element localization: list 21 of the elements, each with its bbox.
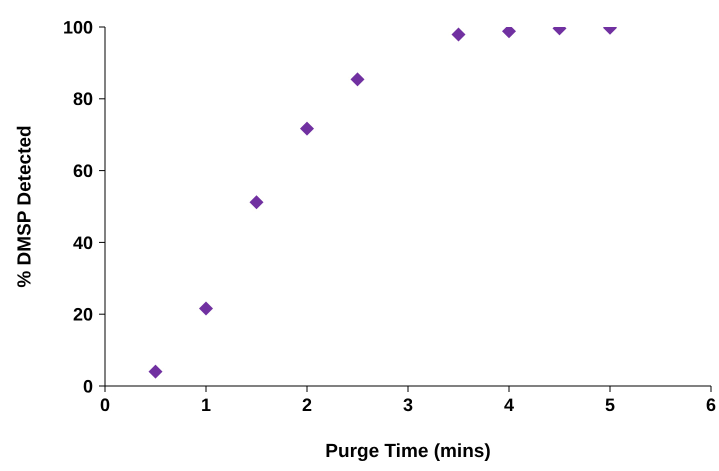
y-tick-label: 60 [72, 160, 93, 181]
point [300, 122, 314, 136]
y-tick-label: 40 [72, 232, 93, 253]
point [452, 28, 466, 42]
x-tick-label: 0 [100, 394, 110, 415]
x-tick-label: 1 [200, 394, 212, 415]
y-axis-title: % DMSP Detected [14, 125, 36, 288]
x-tick-label: 5 [604, 394, 616, 415]
point [148, 364, 162, 379]
x-tick-label: 4 [504, 394, 514, 415]
point [250, 195, 264, 210]
y-tick-label: 20 [72, 304, 93, 325]
x-tick-label: 6 [706, 394, 716, 415]
y-tick-label: 0 [82, 376, 93, 396]
point [199, 301, 213, 316]
x-tick-label: 2 [302, 394, 312, 415]
point [350, 72, 364, 86]
y-tick-label: 100 [62, 17, 93, 38]
y-tick-label: 80 [72, 89, 93, 110]
x-tick-label: 3 [402, 394, 414, 415]
x-axis-title: Purge Time (mins) [325, 441, 491, 462]
